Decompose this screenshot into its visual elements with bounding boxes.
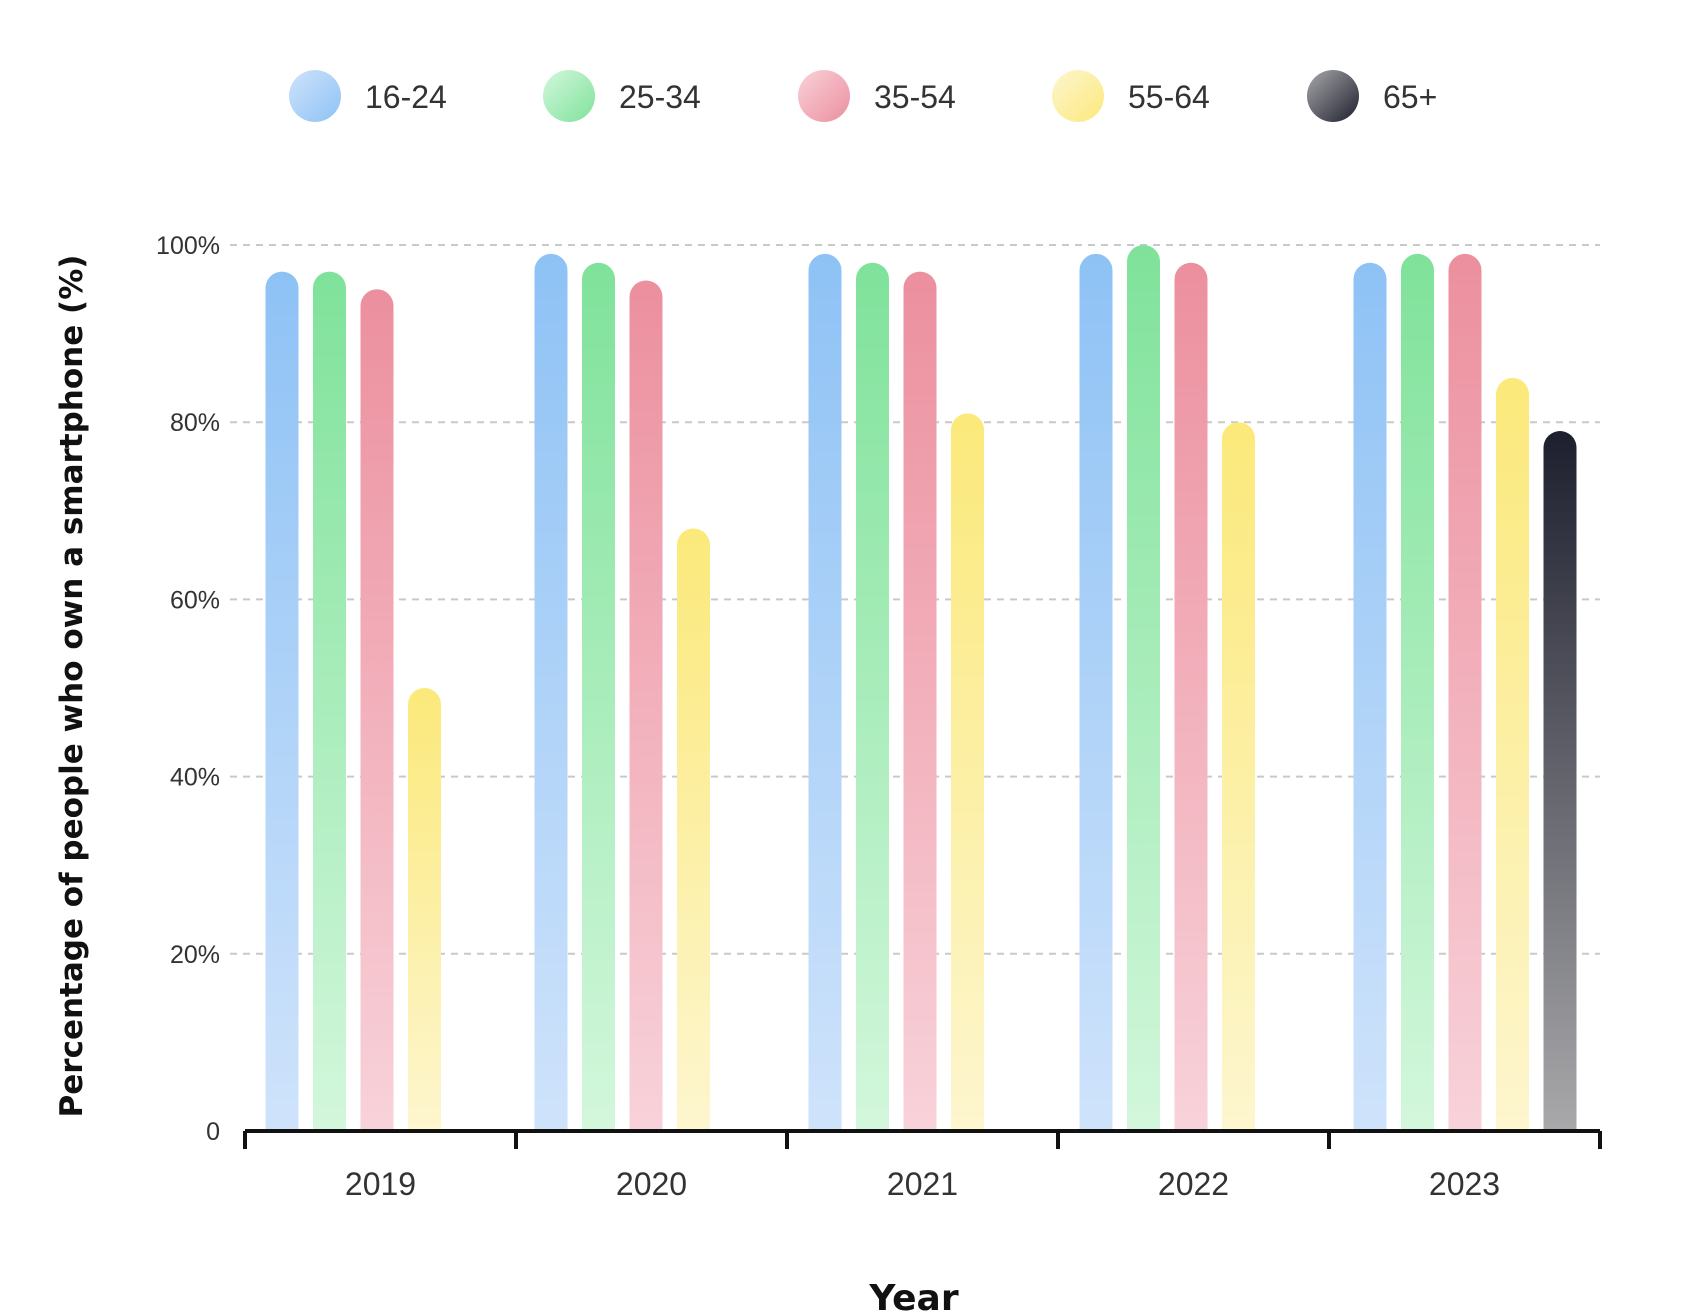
bar-2020-55-64 [677, 528, 710, 1131]
x-axis-ticks: 2019 2020 2021 2022 2023 [345, 1166, 1500, 1202]
bar-2019-35-54 [360, 289, 394, 1131]
legend-label-55-64: 55-64 [1128, 79, 1210, 115]
bar-2023-55-64 [1496, 377, 1529, 1131]
bar-2022-55-64 [1222, 422, 1255, 1131]
x-axis-title: Year [868, 1278, 958, 1312]
x-tick-label-2020: 2020 [616, 1166, 687, 1202]
legend: 16-24 25-34 35-54 55-64 65+ [289, 70, 1437, 122]
bar-2021-55-64 [951, 413, 984, 1132]
y-tick-label: 20% [170, 941, 220, 969]
y-axis-title: Percentage of people who own a smartphon… [54, 255, 90, 1118]
bar-2020-16-24 [534, 253, 568, 1132]
bar-2022-35-54 [1174, 262, 1208, 1132]
x-tick-label-2021: 2021 [887, 1166, 958, 1202]
legend-swatch-55-64 [1052, 70, 1104, 122]
bar-2021-16-24 [808, 253, 842, 1132]
bar-2023-65+ [1543, 431, 1577, 1131]
legend-swatch-35-54 [798, 70, 850, 122]
bar-2019-16-24 [265, 271, 299, 1131]
y-tick-label: 40% [170, 764, 220, 792]
y-tick-label: 100% [156, 232, 220, 260]
bar-2019-55-64 [408, 688, 441, 1131]
bar-2021-35-54 [903, 271, 937, 1131]
legend-label-16-24: 16-24 [365, 79, 447, 115]
legend-label-25-34: 25-34 [619, 79, 701, 115]
bar-2021-25-34 [856, 262, 889, 1132]
bars [265, 245, 1577, 1132]
x-tick-label-2023: 2023 [1429, 1166, 1500, 1202]
bar-2020-25-34 [582, 262, 615, 1132]
legend-label-65+: 65+ [1383, 79, 1437, 115]
legend-swatch-65+ [1307, 70, 1359, 122]
bar-2022-25-34 [1127, 245, 1160, 1131]
x-tick-label-2019: 2019 [345, 1166, 416, 1202]
y-axis-ticks: 0 20% 40% 60% 80% 100% [156, 232, 220, 1146]
y-tick-label: 60% [170, 586, 220, 614]
bar-2023-16-24 [1353, 262, 1387, 1132]
bar-2022-16-24 [1079, 253, 1113, 1132]
bar-2023-25-34 [1401, 253, 1434, 1132]
y-tick-label: 80% [170, 409, 220, 437]
bar-2019-25-34 [313, 271, 346, 1131]
legend-swatch-25-34 [543, 70, 595, 122]
bar-2023-35-54 [1448, 253, 1482, 1132]
bar-2020-35-54 [629, 280, 663, 1131]
legend-label-35-54: 35-54 [874, 79, 956, 115]
x-tick-label-2022: 2022 [1158, 1166, 1229, 1202]
y-tick-label: 0 [206, 1118, 220, 1146]
x-axis [243, 1129, 1602, 1149]
legend-swatch-16-24 [289, 70, 341, 122]
